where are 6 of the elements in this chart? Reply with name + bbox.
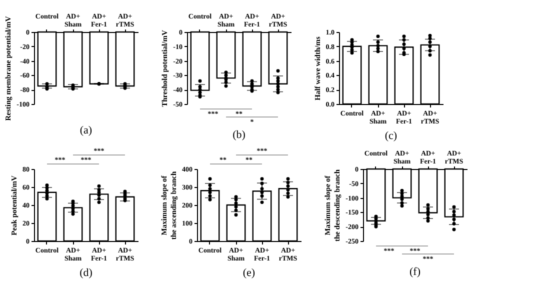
text: (f) — [410, 266, 421, 278]
text: (c) — [384, 130, 398, 142]
text: (b) — [232, 129, 246, 141]
text: (d) — [80, 267, 93, 279]
text: (e) — [242, 267, 256, 279]
text: (a) — [80, 124, 92, 136]
